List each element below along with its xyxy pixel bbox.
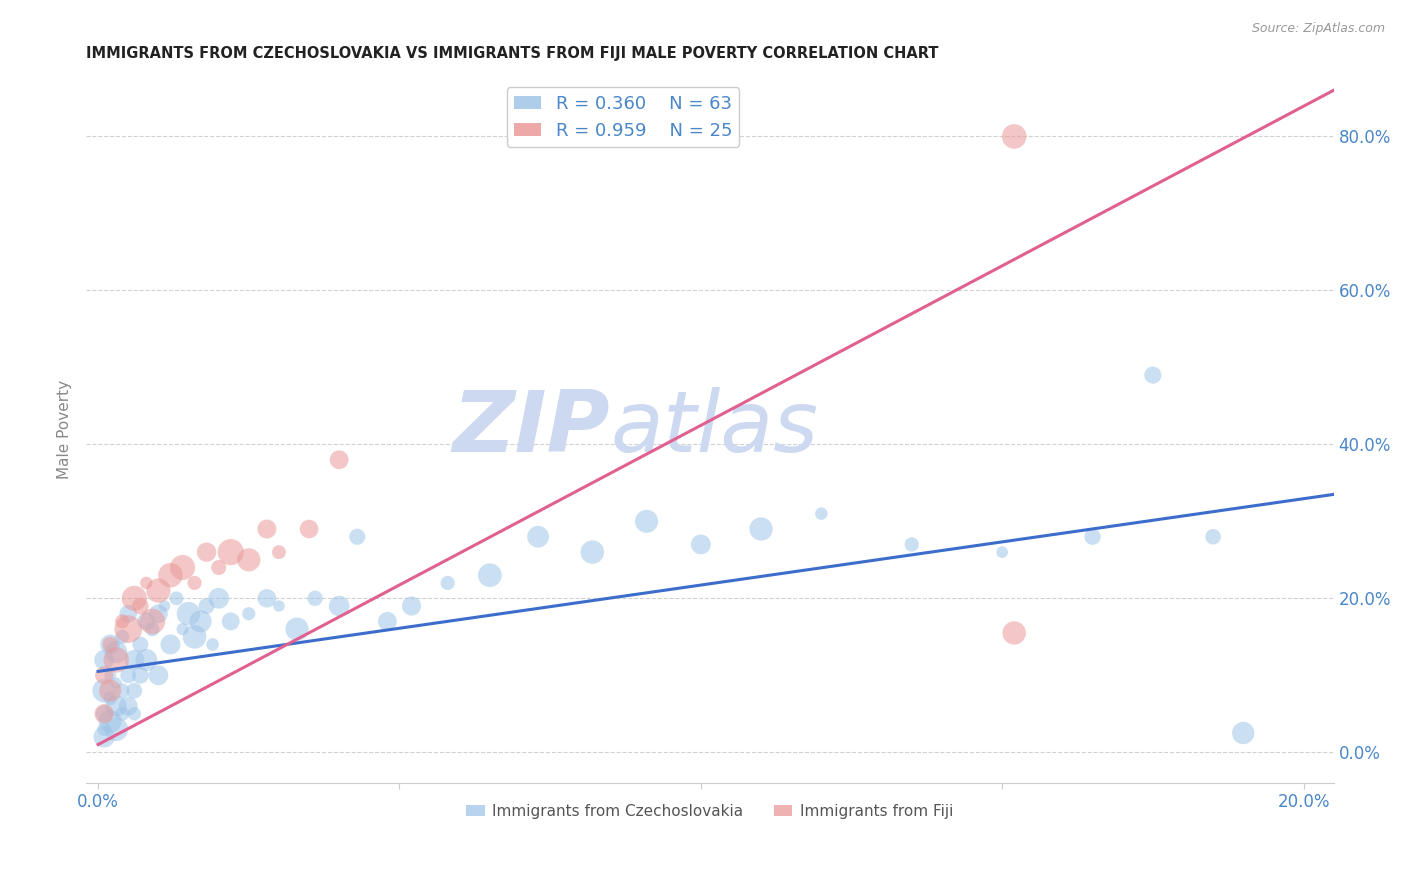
Point: [219, 615, 242, 629]
Point: [436, 575, 458, 590]
Point: [328, 599, 350, 613]
Point: [1081, 530, 1104, 544]
Point: [111, 706, 134, 721]
Text: atlas: atlas: [610, 387, 818, 470]
Point: [111, 615, 134, 629]
Point: [105, 676, 128, 690]
Point: [377, 615, 399, 629]
Point: [93, 653, 115, 667]
Text: ZIP: ZIP: [453, 387, 610, 470]
Point: [105, 699, 128, 714]
Point: [93, 668, 115, 682]
Point: [304, 591, 326, 606]
Point: [172, 560, 194, 574]
Point: [527, 530, 550, 544]
Point: [1002, 129, 1025, 144]
Point: [129, 638, 152, 652]
Point: [183, 630, 205, 644]
Point: [153, 599, 176, 613]
Point: [219, 545, 242, 559]
Point: [749, 522, 772, 536]
Point: [98, 638, 121, 652]
Point: [1232, 726, 1254, 740]
Point: [135, 653, 157, 667]
Point: [190, 615, 212, 629]
Point: [636, 514, 658, 528]
Point: [124, 653, 146, 667]
Point: [105, 722, 128, 736]
Point: [172, 622, 194, 636]
Point: [183, 575, 205, 590]
Point: [298, 522, 321, 536]
Point: [1202, 530, 1225, 544]
Point: [689, 537, 711, 551]
Point: [135, 615, 157, 629]
Point: [166, 591, 188, 606]
Point: [93, 683, 115, 698]
Point: [129, 599, 152, 613]
Point: [111, 683, 134, 698]
Point: [93, 706, 115, 721]
Point: [105, 645, 128, 659]
Point: [177, 607, 200, 621]
Point: [124, 706, 146, 721]
Point: [129, 668, 152, 682]
Point: [581, 545, 603, 559]
Point: [111, 630, 134, 644]
Point: [285, 622, 308, 636]
Point: [256, 591, 278, 606]
Point: [141, 622, 163, 636]
Point: [93, 722, 115, 736]
Text: IMMIGRANTS FROM CZECHOSLOVAKIA VS IMMIGRANTS FROM FIJI MALE POVERTY CORRELATION : IMMIGRANTS FROM CZECHOSLOVAKIA VS IMMIGR…: [86, 46, 939, 62]
Y-axis label: Male Poverty: Male Poverty: [58, 379, 72, 478]
Legend: Immigrants from Czechoslovakia, Immigrants from Fiji: Immigrants from Czechoslovakia, Immigran…: [460, 797, 959, 825]
Point: [117, 622, 139, 636]
Point: [328, 452, 350, 467]
Point: [900, 537, 922, 551]
Point: [135, 575, 157, 590]
Point: [267, 545, 290, 559]
Point: [93, 730, 115, 744]
Point: [1142, 368, 1164, 382]
Point: [159, 568, 181, 582]
Point: [159, 638, 181, 652]
Point: [208, 591, 231, 606]
Point: [98, 714, 121, 729]
Point: [478, 568, 501, 582]
Point: [98, 668, 121, 682]
Point: [98, 691, 121, 706]
Point: [267, 599, 290, 613]
Point: [148, 583, 170, 598]
Point: [238, 553, 260, 567]
Point: [148, 607, 170, 621]
Point: [148, 668, 170, 682]
Point: [98, 683, 121, 698]
Point: [991, 545, 1014, 559]
Point: [117, 607, 139, 621]
Text: Source: ZipAtlas.com: Source: ZipAtlas.com: [1251, 22, 1385, 36]
Point: [201, 638, 224, 652]
Point: [238, 607, 260, 621]
Point: [93, 706, 115, 721]
Point: [124, 683, 146, 698]
Point: [256, 522, 278, 536]
Point: [98, 638, 121, 652]
Point: [346, 530, 368, 544]
Point: [141, 615, 163, 629]
Point: [117, 699, 139, 714]
Point: [195, 599, 218, 613]
Point: [810, 507, 832, 521]
Point: [105, 653, 128, 667]
Point: [208, 560, 231, 574]
Point: [117, 668, 139, 682]
Point: [401, 599, 423, 613]
Point: [1002, 626, 1025, 640]
Point: [195, 545, 218, 559]
Point: [124, 591, 146, 606]
